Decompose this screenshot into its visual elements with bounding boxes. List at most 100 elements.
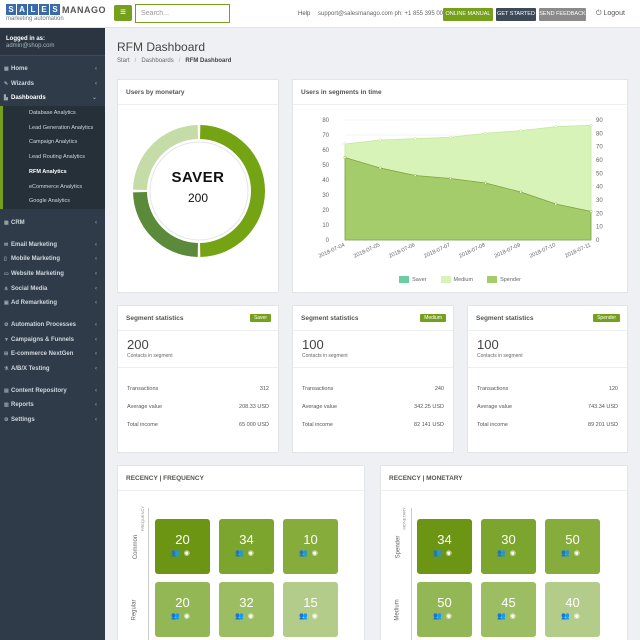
monetary-donut-chart	[133, 125, 266, 257]
rm-tile[interactable]: 45 👥◉	[481, 582, 536, 637]
sidebar-item-abx-testing[interactable]: ⚗ A/B/X Testing ‹	[0, 362, 105, 377]
users-icon: 👥	[497, 550, 510, 557]
rf-tile[interactable]: 10 👥◉	[283, 519, 338, 574]
users-icon: 👥	[299, 550, 312, 557]
sidebar-item-crm[interactable]: ▦ CRM ‹	[0, 216, 105, 231]
logo[interactable]: S A L E S MANAGO marketing automation	[6, 4, 106, 26]
chevron-left-icon: ‹	[95, 402, 97, 409]
sidebar-item-ad-remarketing[interactable]: ▣ Ad Remarketing ‹	[0, 296, 105, 311]
funnel-icon: ▼	[4, 336, 9, 343]
recency-monetary-panel: RECENCY | MONETARY MONETARY Spender Medi…	[380, 465, 628, 640]
rm-tile[interactable]: 40 👥◉	[545, 582, 600, 637]
sidebar-sub-campaign-analytics[interactable]: Campaign Analytics	[0, 135, 105, 151]
x-tick-label: 2018-07-07	[423, 242, 451, 259]
sidebar-sub-lead-generation-analytics[interactable]: Lead Generation Analytics	[0, 120, 105, 136]
sidebar-sub-rfm-analytics[interactable]: RFM Analytics	[0, 164, 105, 180]
logged-in-label: Logged in as:	[6, 36, 45, 42]
chevron-left-icon: ‹	[95, 300, 97, 307]
sidebar-sub-database-analytics[interactable]: Database Analytics	[0, 106, 105, 121]
data-point-spender	[484, 181, 488, 185]
sidebar-item-reports[interactable]: ▥ Reports ‹	[0, 398, 105, 413]
data-point-spender	[448, 177, 452, 180]
sidebar-sub-lead-routing-analytics[interactable]: Lead Routing Analytics	[0, 150, 105, 165]
segment-stats-saver: Segment statistics Saver 200 Contacts in…	[117, 305, 279, 453]
users-icon: 👥	[433, 550, 446, 557]
sidebar-item-dashboards[interactable]: ▙ Dashboards ⌄	[0, 91, 105, 106]
sidebar-sub-google-analytics[interactable]: Google Analytics	[0, 194, 105, 209]
legend-item-medium[interactable]: Medium	[440, 276, 473, 283]
online-manual-button[interactable]: ONLINE MANUAL	[443, 8, 493, 21]
sidebar-sub-ecommerce-analytics[interactable]: eCommerce Analytics	[0, 179, 105, 195]
legend-swatch	[440, 276, 451, 283]
rf-tile[interactable]: 20 👥◉	[155, 582, 210, 637]
stat-row-average: Average value 342.25 USD	[302, 404, 444, 410]
x-tick-label: 2018-07-10	[529, 242, 557, 259]
sidebar-item-ecommerce-nextgen[interactable]: ⊞ E-commerce NextGen ‹	[0, 347, 105, 362]
top-bar: S A L E S MANAGO marketing automation ≡ …	[0, 0, 640, 28]
legend-item-spender[interactable]: Spender	[487, 276, 521, 283]
rm-axis-tag: MONETARY	[401, 507, 407, 530]
contacts-label: Contacts in segment	[302, 353, 348, 359]
legend-item-saver[interactable]: Saver	[399, 276, 427, 283]
sidebar-item-content-repository[interactable]: ▤ Content Repository ‹	[0, 384, 105, 399]
donut-slice-saver[interactable]	[200, 125, 266, 257]
rm-tile[interactable]: 30 👥◉	[481, 519, 536, 574]
gear-icon: ⚙	[4, 417, 9, 424]
x-tick-label: 2018-07-04	[318, 242, 346, 259]
rm-tile[interactable]: 50 👥◉	[417, 582, 472, 637]
chevron-left-icon: ‹	[95, 270, 97, 277]
sidebar-item-website-marketing[interactable]: ▭ Website Marketing ‹	[0, 267, 105, 282]
breadcrumb-dashboards[interactable]: Dashboards	[141, 58, 174, 64]
get-started-button[interactable]: GET STARTED	[496, 8, 536, 21]
users-icon: 👥	[561, 613, 574, 620]
sidebar-item-home[interactable]: ▦ Home ‹	[0, 62, 105, 77]
chevron-left-icon: ‹	[95, 219, 97, 226]
sidebar-item-email-marketing[interactable]: ✉ Email Marketing ‹	[0, 238, 105, 253]
chevron-left-icon: ‹	[95, 322, 97, 328]
donut-slice-medium[interactable]	[133, 192, 198, 257]
data-point-spender	[589, 210, 593, 213]
rm-tile[interactable]: 34 👥◉	[417, 519, 472, 574]
donut-slice-spender[interactable]	[133, 125, 198, 190]
menu-toggle-button[interactable]: ≡	[114, 5, 132, 21]
sidebar-item-campaigns-funnels[interactable]: ▼ Campaigns & Funnels ‹	[0, 333, 105, 348]
y-tick-right: 50	[596, 171, 603, 177]
rf-tile[interactable]: 15 👥◉	[283, 582, 338, 637]
users-icon: 👥	[171, 550, 184, 557]
sidebar-item-wizards[interactable]: ✎ Wizards ‹	[0, 77, 105, 92]
rf-tile[interactable]: 32 👥◉	[219, 582, 274, 637]
rm-tile[interactable]: 50 👥◉	[545, 519, 600, 574]
users-icon: 👥	[235, 550, 248, 557]
y-tick-left: 20	[322, 208, 329, 214]
rf-row-label-common: Common	[133, 534, 140, 560]
search-input[interactable]	[135, 4, 230, 23]
breadcrumb-start[interactable]: Start	[117, 58, 130, 64]
segments-time-panel: Users in segments in time 0 10 20 30 40 50 60 7…	[292, 79, 628, 293]
stat-row-total: Total income 82 141 USD	[302, 422, 444, 428]
help-link[interactable]: Help	[298, 11, 311, 17]
phone-icon: ▯	[4, 256, 7, 263]
rf-tile[interactable]: 34 👥◉	[219, 519, 274, 574]
sidebar-item-social-media[interactable]: ⋔ Social Media ‹	[0, 282, 105, 297]
send-feedback-button[interactable]: SEND FEEDBACK	[539, 8, 586, 21]
chevron-left-icon: ‹	[95, 285, 97, 292]
logout-button[interactable]: ⏻ Logout	[596, 10, 625, 17]
target-icon: ◉	[445, 550, 456, 557]
y-tick-left: 0	[326, 238, 330, 244]
data-point-spender	[413, 174, 417, 177]
stat-row-total: Total income 89 201 USD	[477, 422, 618, 428]
chart-icon: ▙	[4, 95, 8, 102]
data-point-spender	[378, 166, 382, 170]
target-icon: ◉	[311, 550, 322, 557]
sidebar-item-mobile-marketing[interactable]: ▯ Mobile Marketing ‹	[0, 252, 105, 267]
x-tick-label: 2018-07-11	[564, 242, 592, 259]
sidebar-item-automation-processes[interactable]: ⚙ Automation Processes ‹	[0, 318, 105, 333]
sidebar-item-settings[interactable]: ⚙ Settings ‹	[0, 413, 105, 428]
donut-center-label: SAVER	[171, 169, 225, 186]
rf-tile[interactable]: 20 👥◉	[155, 519, 210, 574]
chevron-left-icon: ‹	[95, 366, 97, 373]
rf-row-label-regular: Regular	[131, 599, 138, 621]
users-icon: 👥	[433, 613, 446, 620]
folder-icon: ▤	[4, 387, 9, 394]
target-icon: ◉	[183, 613, 194, 620]
